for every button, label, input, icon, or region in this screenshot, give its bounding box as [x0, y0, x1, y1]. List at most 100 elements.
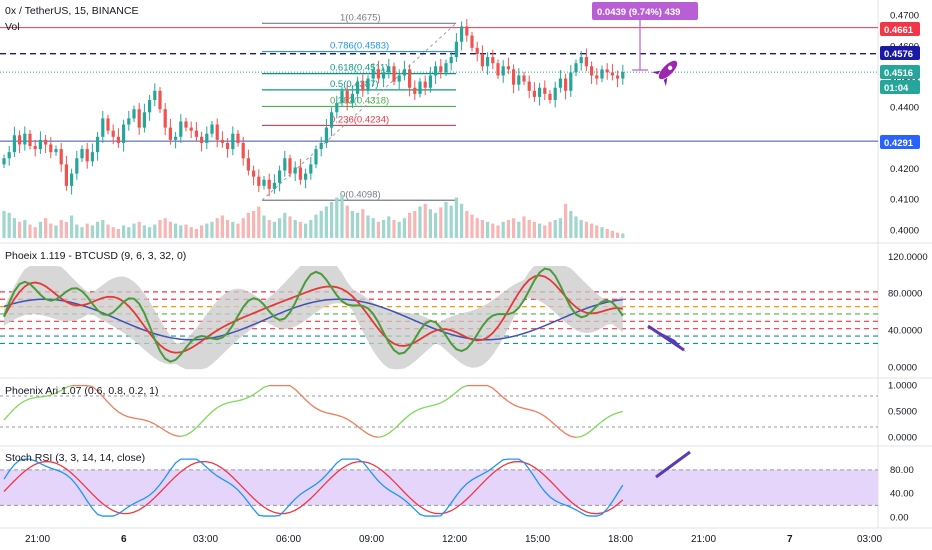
price-tag [880, 135, 920, 149]
candle-body [70, 173, 74, 186]
ari-segment [612, 412, 618, 416]
candle-body [465, 26, 469, 36]
ari-segment [91, 386, 99, 392]
candle-body [75, 158, 79, 174]
candle-body [298, 167, 302, 180]
ari-segment [326, 412, 332, 415]
time-axis-tick: 21:00 [25, 534, 50, 545]
ari-segment [346, 418, 353, 423]
ari-segment [253, 390, 260, 396]
ari-segment [341, 416, 348, 420]
stoch-axis-tick: 40.00 [890, 489, 914, 500]
ari-segment [237, 398, 244, 402]
volume-bar [278, 218, 282, 238]
price-tag-text: 0.4291 [884, 138, 914, 149]
candle-body [408, 69, 412, 88]
candle-body [272, 182, 276, 189]
candle-body [387, 66, 391, 73]
ari-segment [164, 430, 171, 435]
candle-body [96, 136, 100, 153]
candle-body [49, 144, 53, 153]
candle-body [215, 124, 219, 140]
ari-segment [102, 396, 109, 403]
volume-bar [439, 207, 443, 238]
candle-body [538, 87, 542, 97]
volume-bar [267, 220, 271, 238]
candle-body [85, 149, 89, 162]
ari-segment [523, 407, 530, 411]
volume-bar [486, 221, 490, 238]
time-axis-tick: 09:00 [359, 534, 384, 545]
ari-segment [211, 407, 218, 413]
volume-bar [496, 225, 500, 238]
ari-segment [216, 404, 223, 409]
volume-bar [392, 220, 396, 238]
ari-segment [487, 385, 494, 389]
ari-segment [154, 423, 161, 428]
ari-segment [175, 435, 181, 438]
ari-segment [601, 417, 608, 422]
volume-bar [252, 211, 256, 238]
ari-segment [367, 433, 374, 437]
volume-bar [241, 218, 245, 238]
volume-bar [527, 220, 531, 238]
price-tag [880, 80, 920, 94]
ari-segment [586, 429, 592, 435]
phoeix-axis-tick: 40.0000 [888, 326, 922, 337]
volume-bar [111, 227, 115, 238]
candle-body [226, 142, 230, 150]
volume-bar [621, 233, 625, 238]
phoeix-axis-tick: 0.0000 [888, 362, 917, 373]
candle-body [288, 158, 292, 174]
volume-bar [28, 224, 32, 238]
ari-segment [336, 414, 343, 418]
candle-body [449, 57, 453, 64]
volume-bar [127, 227, 131, 238]
candle-body [418, 81, 422, 94]
volume-bar [293, 220, 297, 238]
volume-bar [153, 224, 157, 238]
fib-level-label: 1(0.4675) [340, 12, 381, 23]
ari-segment [331, 413, 337, 416]
candle-body [33, 146, 37, 150]
stoch-d-line [3, 460, 624, 515]
ari-segment [299, 394, 307, 401]
volume-bar [101, 220, 105, 238]
volume-bar [324, 206, 328, 238]
candle-body [434, 66, 438, 76]
phoenix-ari-indicator-title: Phoenix Ari 1.07 (0.6, 0.8, 0.2, 1) [5, 385, 159, 397]
volume-bar [283, 212, 287, 238]
ari-segment [398, 418, 405, 425]
ari-segment [170, 433, 176, 437]
candle-body [231, 133, 235, 150]
volume-bar [532, 221, 536, 238]
ari-segment [201, 416, 208, 423]
candle-body [293, 167, 297, 174]
ari-segment [357, 425, 364, 431]
candle-body [621, 72, 625, 79]
candle-body [252, 170, 256, 177]
candle-body [501, 66, 505, 76]
volume-bar [194, 229, 198, 238]
candle-body [278, 170, 282, 183]
candle-body [142, 112, 146, 128]
volume-bar [376, 221, 380, 238]
candle-body [564, 78, 568, 91]
volume-bar [33, 227, 37, 238]
candle-body [470, 35, 474, 48]
ari-segment [97, 390, 104, 398]
ari-segment [362, 429, 369, 435]
candle-body [350, 93, 354, 104]
volume-bar [148, 227, 152, 238]
ari-segment [139, 418, 145, 421]
ari-segment [206, 411, 213, 418]
ari-segment [518, 406, 525, 410]
volume-bar [616, 232, 620, 238]
ari-segment [123, 414, 130, 418]
ari-segment [159, 426, 166, 432]
candle-body [44, 139, 48, 145]
candle-body [345, 90, 349, 104]
candle-body [90, 152, 94, 162]
volume-bar [137, 221, 141, 238]
